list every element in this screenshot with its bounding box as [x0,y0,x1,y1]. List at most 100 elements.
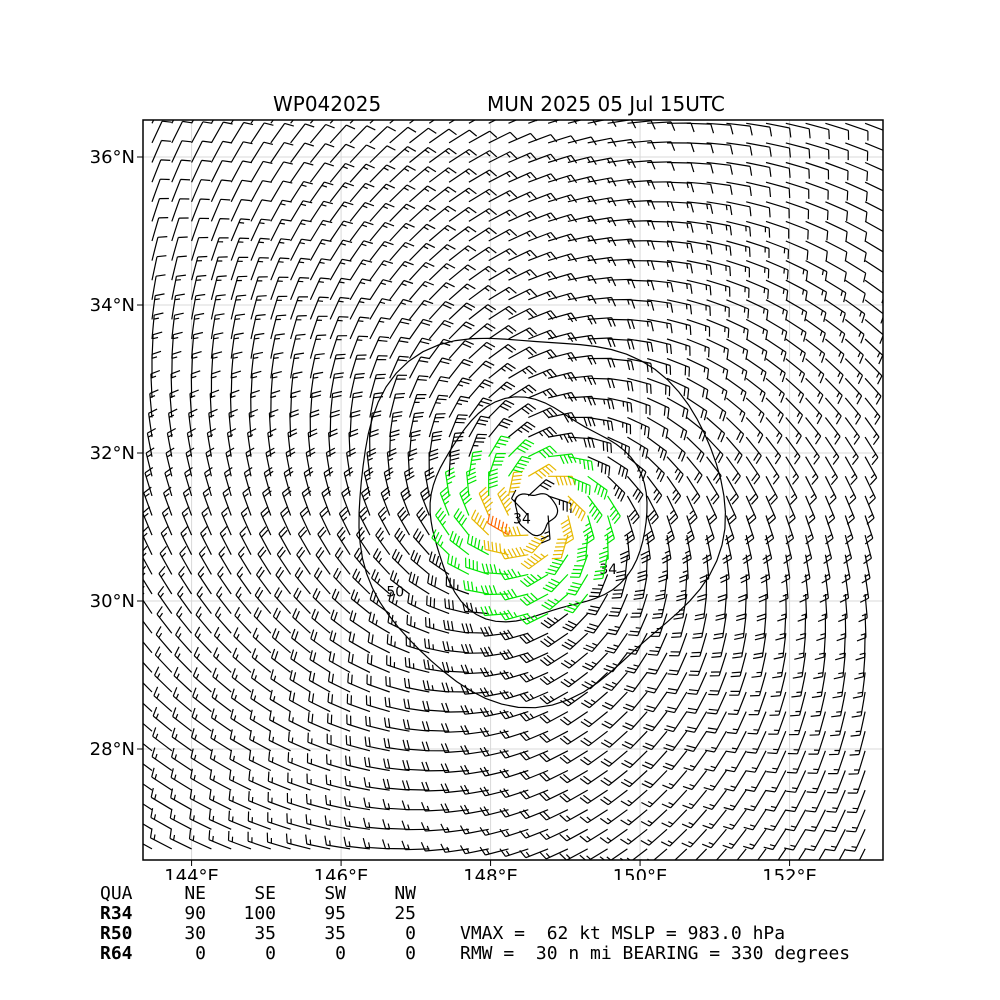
wind-barb [626,632,648,655]
wind-barb [508,152,538,164]
wind-barb [428,128,457,144]
wind-barb [349,316,370,340]
wind-barb [627,377,652,394]
wind-barb [805,436,820,465]
wind-barb [250,370,262,398]
col-header-nw: NW [394,883,416,904]
wind-barb [808,731,826,755]
wind-barb [797,593,808,622]
wind-barb [757,848,767,860]
wind-barb [308,670,331,693]
wind-barb [172,707,192,732]
wind-barb [726,711,747,735]
r64-nw: 0 [405,943,416,964]
wind-barb [765,436,782,465]
wind-barb [468,304,497,320]
wind-barb [785,417,802,445]
wind-barb [844,377,863,405]
wind-barb [587,397,615,410]
wind-barb [566,574,589,596]
wind-barb [864,240,883,253]
wind-barb [607,338,635,350]
wind-barb [389,126,417,144]
wind-barb [360,486,371,516]
wind-barb [582,515,595,545]
wind-barb [864,495,875,525]
wind-barb [725,476,739,505]
wind-barb [845,829,866,852]
wind-barb [520,553,549,570]
wind-barb [706,279,731,297]
wind-barb [192,687,212,713]
wind-barb [151,331,163,359]
wind-barb [389,146,417,163]
wind-barb [499,629,529,641]
r50-nw: 0 [405,923,416,944]
wind-barb [726,161,753,176]
wind-barb [229,749,252,772]
wind-barb [547,135,578,144]
wind-barb [448,283,476,301]
wind-barb [775,613,787,641]
wind-barb [329,201,354,222]
row-label-r64: R64 [100,943,133,964]
wind-barb [343,816,370,830]
wind-barb [448,206,477,222]
wind-barb [250,237,270,261]
wind-barb [824,358,844,384]
wind-barb [792,652,807,679]
wind-barb [294,567,311,595]
wind-barb [508,230,538,242]
wind-barb [664,711,688,733]
wind-barb [204,467,213,497]
lon-tick-label: 152°E [762,866,817,880]
wind-barb [488,344,517,360]
wind-barb [267,771,291,791]
wind-barb [386,655,410,673]
wind-barb [580,730,608,747]
wind-barb [230,275,248,300]
wind-barb [686,417,707,442]
wind-barb [540,632,569,648]
r34-ne: 90 [184,903,206,924]
wind-barb [797,848,807,860]
wind-barb [270,333,285,359]
wind-barb [407,593,430,615]
wind-barb [785,476,798,505]
wind-barb [210,160,232,183]
wind-barb [210,237,229,261]
wind-barb [745,436,762,465]
wind-barb [440,783,469,794]
wind-barb [250,295,267,320]
wind-barb [309,390,322,418]
wind-barb [369,590,391,615]
wind-barb [349,163,375,183]
wind-barb [777,848,787,860]
wind-barb [480,585,509,596]
wind-barb [327,713,351,732]
wind-barb [743,828,767,850]
wind-barb [563,593,589,614]
wind-barb [745,299,769,320]
wind-barb [627,397,651,416]
wind-barb [547,352,578,362]
wind-barb [250,257,269,281]
wind-barb [519,671,549,683]
wind-barb [179,545,193,575]
wind-barb [161,506,173,536]
wind-barb [309,334,327,359]
wind-barb [368,611,391,634]
wind-barb [171,331,183,359]
wind-barb [684,730,708,752]
wind-barb [706,260,731,277]
wind-barb [769,691,787,716]
wind-barb [805,495,816,525]
wind-barb [499,689,529,700]
wind-barb [303,466,314,497]
wind-barb [661,789,688,809]
wind-barb [364,756,390,772]
wind-barb [275,566,292,595]
wind-barb [230,179,252,203]
wind-barb [349,259,373,281]
wind-barb [831,691,846,718]
